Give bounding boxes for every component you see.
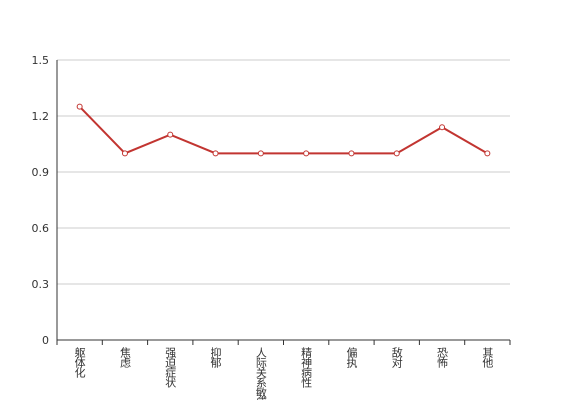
x-tick-label: 人际关系敏感 — [254, 347, 267, 400]
line — [78, 105, 488, 155]
x-tick-label: 精神病性 — [300, 347, 313, 389]
x-tick-label: 敌对 — [390, 346, 403, 368]
point — [257, 150, 264, 157]
point — [348, 150, 355, 157]
point — [121, 150, 128, 157]
x-tick-label: 躯体化 — [73, 347, 86, 379]
point — [303, 150, 310, 157]
y-tick-label: 0 — [42, 334, 49, 347]
point — [439, 124, 446, 131]
x-tick-label: 偏执 — [345, 346, 358, 369]
x-tick-label: 抑郁 — [209, 346, 222, 368]
x-tick-label: 焦虑 — [118, 347, 131, 368]
y-tick-label: 0.9 — [32, 166, 50, 179]
point — [212, 150, 219, 157]
y-tick-label: 0.3 — [32, 278, 50, 291]
point — [167, 131, 174, 138]
x-tick-label: 恐怖 — [436, 347, 449, 368]
x-tick-label: 强迫症状 — [164, 347, 177, 388]
y-tick-label: 1.5 — [32, 54, 50, 67]
x-tick-label: 其他 — [481, 347, 494, 368]
point — [484, 150, 491, 157]
point — [76, 103, 83, 110]
y-tick-label: 1.2 — [32, 110, 50, 123]
y-tick-label: 0.6 — [32, 222, 50, 235]
point — [393, 150, 400, 157]
